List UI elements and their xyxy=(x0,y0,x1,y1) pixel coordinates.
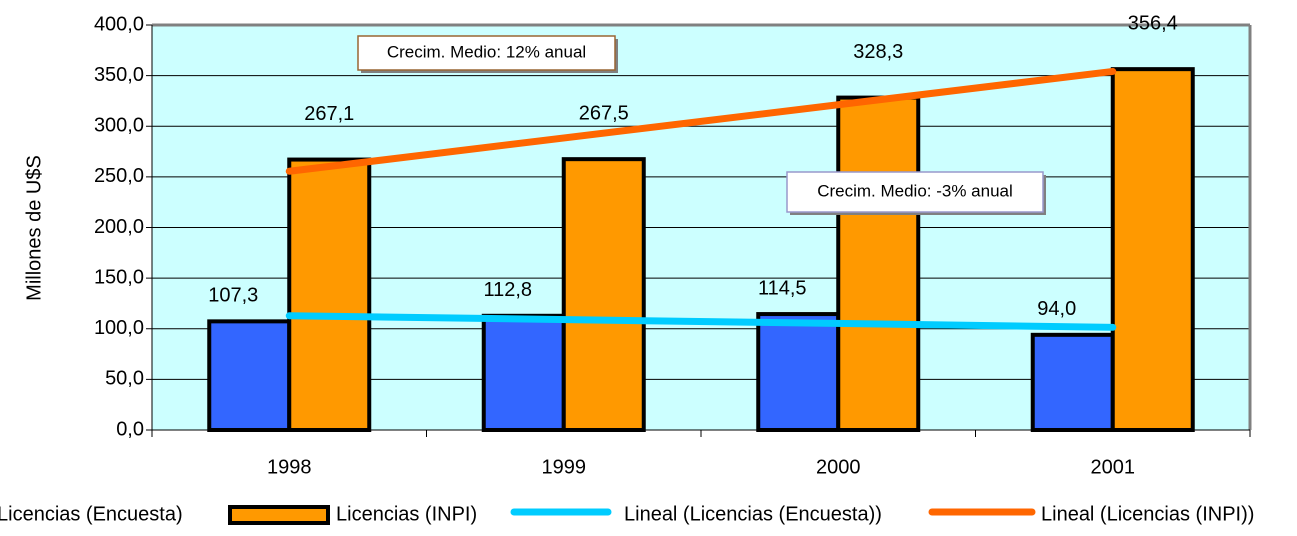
annotation-box xyxy=(357,35,616,71)
trendline xyxy=(285,312,1117,331)
bar xyxy=(1110,67,1195,433)
annotation: Crecim. Medio: -3% anual xyxy=(817,181,1013,200)
bar xyxy=(561,157,646,432)
data-label: 328,3 xyxy=(853,41,903,63)
y-tick-label: 0,0 xyxy=(116,418,144,440)
bar xyxy=(287,157,372,432)
x-tick-label: 2000 xyxy=(816,456,861,478)
bar xyxy=(1030,332,1115,433)
legend-label: Lineal (Licencias (INPI)) xyxy=(1041,503,1254,525)
annotation-box xyxy=(786,171,1044,213)
bar xyxy=(481,313,566,433)
data-label: 114,5 xyxy=(758,277,807,299)
x-tick-label: 1999 xyxy=(542,456,587,478)
annotation: Crecim. Medio: 12% anual xyxy=(387,42,586,61)
bar xyxy=(756,312,841,433)
data-label: 267,5 xyxy=(579,102,629,124)
y-tick-label: 300,0 xyxy=(94,115,144,137)
x-tick-label: 2001 xyxy=(1091,456,1136,478)
legend-label: Licencias (Encuesta) xyxy=(0,503,183,525)
y-axis-title: Millones de U$S xyxy=(23,155,45,301)
data-label: 112,8 xyxy=(483,279,532,301)
bar xyxy=(836,95,921,432)
y-tick-label: 100,0 xyxy=(94,317,144,339)
data-label: 94,0 xyxy=(1037,298,1076,320)
data-label: 356,4 xyxy=(1128,12,1178,34)
legend-label: Lineal (Licencias (Encuesta)) xyxy=(624,503,882,525)
y-tick-label: 350,0 xyxy=(94,64,144,86)
y-tick-label: 150,0 xyxy=(94,266,144,288)
x-tick-label: 1998 xyxy=(267,456,312,478)
bar xyxy=(207,319,292,433)
legend-swatch xyxy=(228,505,330,525)
y-tick-label: 200,0 xyxy=(94,216,144,238)
y-tick-label: 250,0 xyxy=(94,165,144,187)
legend-label: Licencias (INPI) xyxy=(336,503,477,525)
y-tick-label: 400,0 xyxy=(94,13,144,35)
y-tick-label: 50,0 xyxy=(105,368,144,390)
data-label: 107,3 xyxy=(208,285,258,307)
data-label: 267,1 xyxy=(304,103,354,125)
trendline xyxy=(285,67,1117,175)
